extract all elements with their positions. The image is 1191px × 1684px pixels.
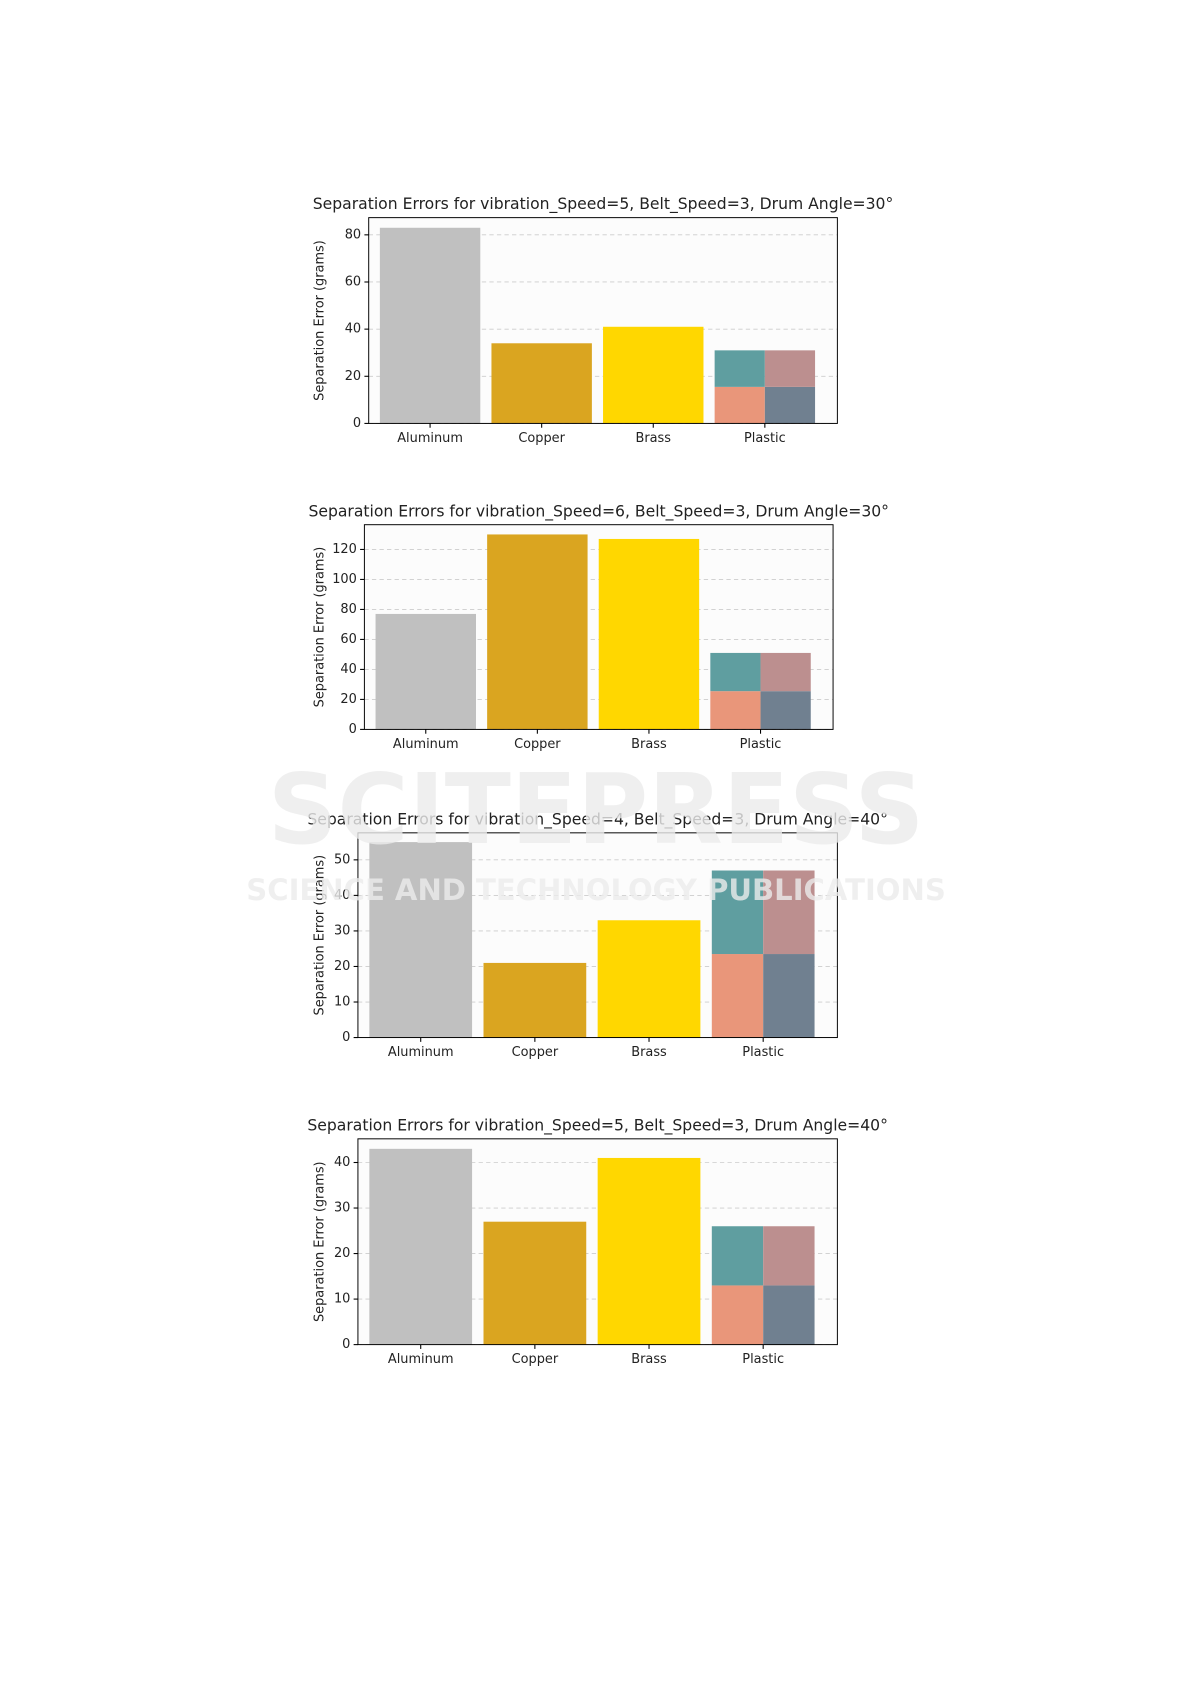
- split-bar-segment: [764, 350, 816, 387]
- y-axis-label: Separation Error (grams): [313, 547, 328, 708]
- bar: [597, 1157, 701, 1345]
- split-bar-segment: [711, 1285, 764, 1345]
- watermark-subtitle: SCIENCE AND TECHNOLOGY PUBLICATIONS: [246, 873, 945, 907]
- x-tick-label: Aluminum: [388, 1045, 454, 1060]
- y-tick-label: 40: [334, 888, 350, 903]
- split-bar-segment: [764, 386, 816, 424]
- split-bar-segment: [711, 1226, 764, 1286]
- x-tick-label: Aluminum: [393, 737, 459, 752]
- y-tick-label: 60: [340, 632, 356, 647]
- y-tick-label: 50: [334, 852, 350, 867]
- y-tick-label: 80: [340, 602, 356, 617]
- split-bar-segment: [763, 870, 815, 955]
- plot-frame: [357, 1138, 838, 1346]
- chart-title: Separation Errors for vibration_Speed=6,…: [308, 502, 889, 521]
- y-tick-label: 40: [340, 662, 356, 677]
- bar: [375, 613, 476, 730]
- y-tick-label: 0: [349, 722, 357, 737]
- x-tick-label: Copper: [512, 1045, 559, 1060]
- y-axis-label: Separation Error (grams): [313, 1161, 328, 1322]
- y-tick-label: 10: [334, 995, 350, 1010]
- split-bar-segment: [710, 652, 761, 692]
- y-tick-label: 20: [340, 692, 356, 707]
- bar: [487, 534, 588, 730]
- y-tick-label: 40: [345, 322, 361, 337]
- y-tick-label: 80: [345, 227, 361, 242]
- plot-frame: [363, 524, 834, 730]
- bar: [491, 343, 592, 424]
- x-tick-label: Copper: [512, 1352, 559, 1367]
- y-tick-label: 30: [334, 923, 350, 938]
- bar: [379, 227, 481, 424]
- split-bar-segment: [714, 350, 765, 387]
- y-tick-label: 40: [334, 1155, 350, 1170]
- split-bar-segment: [711, 870, 764, 955]
- split-bar-segment: [763, 1226, 815, 1286]
- bar: [598, 538, 700, 730]
- y-axis-label: Separation Error (grams): [313, 240, 328, 401]
- x-tick-label: Aluminum: [388, 1352, 454, 1367]
- chart: Separation Errors for vibration_Speed=5,…: [313, 195, 894, 446]
- y-tick-label: 20: [334, 1246, 350, 1261]
- split-bar-segment: [760, 652, 811, 692]
- split-bar-segment: [711, 954, 764, 1038]
- bar: [483, 1221, 587, 1345]
- chart: Separation Errors for vibration_Speed=4,…: [307, 810, 888, 1060]
- y-tick-label: 60: [345, 274, 361, 289]
- chart-title: Separation Errors for vibration_Speed=4,…: [307, 810, 888, 829]
- chart-title: Separation Errors for vibration_Speed=5,…: [313, 195, 894, 214]
- x-tick-label: Plastic: [742, 1045, 784, 1060]
- plot-frame: [368, 217, 838, 424]
- y-tick-label: 0: [353, 416, 361, 431]
- chart-title: Separation Errors for vibration_Speed=5,…: [307, 1116, 888, 1135]
- bar: [603, 326, 704, 424]
- x-tick-label: Plastic: [742, 1352, 784, 1367]
- y-tick-label: 100: [332, 572, 357, 587]
- split-bar-segment: [763, 954, 815, 1038]
- x-tick-label: Plastic: [740, 737, 782, 752]
- y-tick-label: 0: [342, 1337, 350, 1352]
- x-tick-label: Brass: [631, 1352, 667, 1367]
- split-bar-segment: [763, 1285, 815, 1345]
- y-axis-label: Separation Error (grams): [313, 855, 328, 1016]
- plot-frame: [357, 832, 838, 1039]
- y-tick-label: 30: [334, 1201, 350, 1216]
- x-tick-label: Copper: [514, 737, 561, 752]
- y-tick-label: 0: [342, 1030, 350, 1045]
- bar: [369, 1148, 473, 1345]
- x-tick-label: Copper: [518, 431, 565, 446]
- x-tick-label: Plastic: [744, 431, 786, 446]
- x-tick-label: Brass: [631, 737, 667, 752]
- split-bar-segment: [710, 691, 761, 730]
- split-bar-segment: [760, 691, 811, 730]
- watermark-title: SCITEPRESS: [268, 753, 925, 866]
- y-tick-label: 120: [332, 542, 357, 557]
- y-tick-label: 20: [334, 959, 350, 974]
- chart: Separation Errors for vibration_Speed=6,…: [308, 502, 889, 752]
- x-tick-label: Brass: [631, 1045, 667, 1060]
- y-tick-label: 10: [334, 1292, 350, 1307]
- x-tick-label: Aluminum: [397, 431, 463, 446]
- bar: [369, 842, 473, 1038]
- split-bar-segment: [714, 386, 765, 424]
- chart: Separation Errors for vibration_Speed=5,…: [307, 1116, 888, 1367]
- y-tick-label: 20: [345, 369, 361, 384]
- charts: Separation Errors for vibration_Speed=5,…: [307, 195, 893, 1367]
- x-tick-label: Brass: [635, 431, 671, 446]
- bar: [597, 920, 701, 1038]
- bar: [483, 962, 587, 1038]
